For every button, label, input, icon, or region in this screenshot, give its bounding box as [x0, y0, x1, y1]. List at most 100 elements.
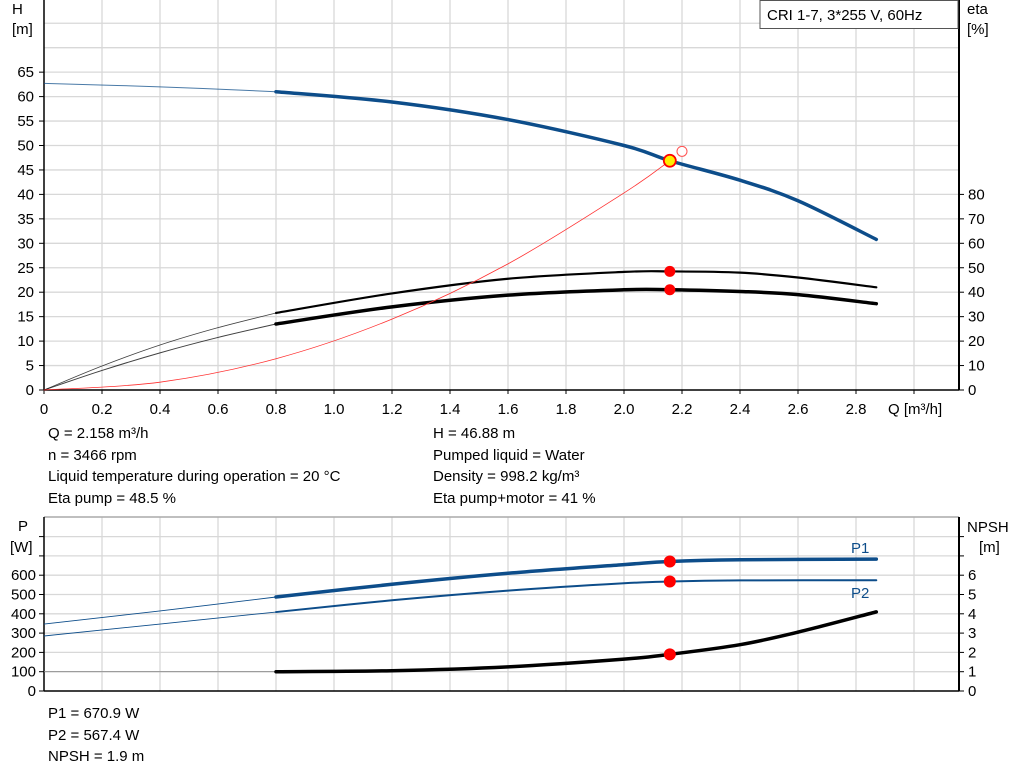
duty-point-marker — [662, 153, 677, 168]
eta_pump-curve-extrapolated — [43, 312, 277, 391]
x-tick-label: 0.6 — [208, 401, 229, 418]
npsh-tick-label: 1 — [968, 664, 976, 681]
eta-pump-motor-duty-marker — [664, 284, 676, 296]
npsh-duty-marker — [663, 648, 676, 661]
x-tick-label: 1.2 — [382, 401, 403, 418]
y-left-tick-label: 45 — [17, 162, 34, 179]
npsh-tick-label: 2 — [968, 644, 976, 661]
y-left-tick-label: 15 — [17, 309, 34, 326]
info-eta-pump: Eta pump = 48.5 % — [48, 489, 176, 507]
x-tick-label: 2.2 — [672, 401, 693, 418]
p1-curve — [274, 557, 879, 599]
system_curve-curve — [43, 160, 671, 391]
p-tick-label: 600 — [11, 567, 36, 584]
info-top-right: H = 46.88 m Pumped liquid = Water Densit… — [433, 423, 596, 509]
info-eta-pump-motor: Eta pump+motor = 41 % — [433, 489, 596, 507]
eta-pump-duty-marker — [664, 265, 676, 277]
x-tick-label: 0.4 — [150, 401, 171, 418]
power-npsh-plot: 0 100 200 300 400 500 600 0 1 2 3 4 5 6 — [11, 516, 976, 700]
y-left-tick-label: 20 — [17, 284, 34, 301]
head-efficiency-plot: 0 0.2 0.4 0.6 0.8 1.0 1.2 1.4 1.6 1.8 2.0 2.2 2.4 2.6… — [17, 0, 985, 418]
x-tick-label: 2.8 — [846, 401, 867, 418]
y-right-tick-label: 80 — [968, 186, 985, 203]
y-left-tick-label: 0 — [26, 382, 34, 399]
p2-curve-extrapolated — [43, 611, 277, 637]
p1-series-label: P1 — [851, 540, 869, 557]
y-right-tick-label: 0 — [968, 382, 976, 399]
y-left-tick-label: 30 — [17, 235, 34, 252]
npsh-tick-label: 6 — [968, 567, 976, 584]
x-tick-label: 1.6 — [498, 401, 519, 418]
info-npsh: NPSH = 1.9 m — [48, 748, 145, 765]
y-right-tick-label: 40 — [968, 284, 985, 301]
y-left-label-unit: [m] — [12, 21, 33, 38]
setpoint-marker — [676, 145, 688, 157]
y-left-label-symbol: H — [12, 1, 23, 18]
info-flow: Q = 2.158 m³/h — [48, 425, 149, 442]
p2-curve — [275, 579, 878, 614]
eta_pump_motor-curve — [274, 287, 879, 326]
x-axis-label: Q [m³/h] — [888, 401, 942, 418]
y-left-tick-label: 35 — [17, 211, 34, 228]
info-speed: n = 3466 rpm — [48, 446, 137, 464]
info-head: H = 46.88 m — [433, 425, 516, 442]
npsh-axis-label-symbol: NPSH — [967, 519, 1009, 536]
info-pumped-liquid: Pumped liquid = Water — [433, 446, 585, 464]
p1-curve-extrapolated — [43, 596, 277, 625]
info-p1: P1 = 670.9 W — [48, 705, 140, 722]
y-right-label-symbol: eta — [967, 1, 989, 18]
x-tick-label: 0.2 — [92, 401, 113, 418]
info-top-left: Q = 2.158 m³/h n = 3466 rpm Liquid tempe… — [48, 423, 340, 509]
y-left-tick-label: 40 — [17, 186, 34, 203]
npsh-tick-label: 4 — [968, 606, 976, 623]
p-tick-label: 300 — [11, 625, 36, 642]
H-curve-extrapolated — [43, 82, 277, 93]
x-tick-label: 1.4 — [440, 401, 461, 418]
y-left-tick-label: 55 — [17, 113, 34, 130]
y-left-tick-label: 60 — [17, 89, 34, 106]
y-left-tick-label: 65 — [17, 64, 34, 81]
eta_pump-curve — [274, 270, 878, 315]
y-right-tick-label: 30 — [968, 309, 985, 326]
legend-text: CRI 1-7, 3*255 V, 60Hz — [767, 7, 922, 24]
p-tick-label: 500 — [11, 587, 36, 604]
y-left-tick-label: 5 — [26, 358, 34, 375]
npsh-tick-label: 3 — [968, 625, 976, 642]
y-left-tick-label: 10 — [17, 333, 34, 350]
p-tick-label: 100 — [11, 664, 36, 681]
y-right-label-unit: [%] — [967, 21, 989, 38]
legend-box: CRI 1-7, 3*255 V, 60Hz — [759, 0, 959, 29]
npsh-curve — [274, 610, 879, 674]
x-tick-label: 0 — [40, 401, 48, 418]
x-tick-label: 0.8 — [266, 401, 287, 418]
y-right-tick-label: 70 — [968, 211, 985, 228]
y-right-tick-label: 50 — [968, 260, 985, 277]
x-tick-label: 2.6 — [788, 401, 809, 418]
info-bottom: P1 = 670.9 W P2 = 567.4 W NPSH = 1.9 m — [48, 703, 144, 768]
info-p2: P2 = 567.4 W — [48, 726, 140, 744]
y-right-tick-label: 20 — [968, 333, 985, 350]
p-tick-label: 200 — [11, 644, 36, 661]
p-axis-label-symbol: P — [18, 518, 28, 535]
x-tick-label: 1.8 — [556, 401, 577, 418]
y-left-tick-label: 25 — [17, 260, 34, 277]
x-tick-label: 1.0 — [324, 401, 345, 418]
x-tick-label: 2.0 — [614, 401, 635, 418]
p-tick-label: 0 — [28, 683, 36, 700]
y-left-tick-label: 50 — [17, 138, 34, 155]
p2-duty-marker — [663, 575, 676, 588]
y-right-tick-label: 10 — [968, 358, 985, 375]
npsh-tick-label: 5 — [968, 587, 976, 604]
info-density: Density = 998.2 kg/m³ — [433, 468, 580, 485]
p2-series-label: P2 — [851, 585, 869, 602]
eta_pump_motor-curve-extrapolated — [43, 323, 277, 391]
npsh-axis-label-unit: [m] — [979, 539, 1000, 556]
npsh-tick-label: 0 — [968, 683, 976, 700]
x-tick-label: 2.4 — [730, 401, 751, 418]
p1-duty-marker — [663, 555, 676, 568]
info-liquid-temp: Liquid temperature during operation = 20… — [48, 468, 341, 485]
y-right-tick-label: 60 — [968, 235, 985, 252]
p-axis-label-unit: [W] — [10, 539, 33, 556]
p-tick-label: 400 — [11, 606, 36, 623]
